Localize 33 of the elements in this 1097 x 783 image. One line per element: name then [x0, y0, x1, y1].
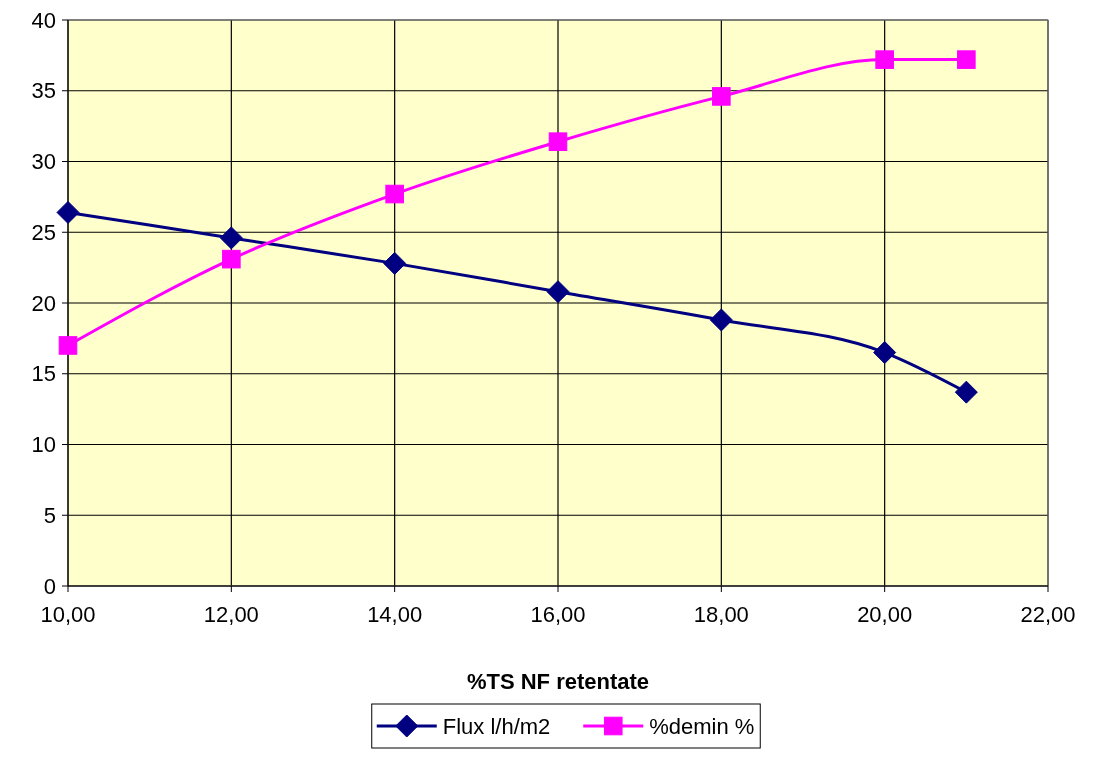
- x-tick-label: 18,00: [693, 602, 749, 627]
- y-tick-label: 30: [31, 149, 56, 175]
- y-tick-label: 25: [31, 219, 56, 245]
- point: [954, 380, 978, 404]
- x-axis-title: %TS NF retentate: [466, 669, 650, 694]
- point: [383, 251, 407, 275]
- point: [875, 50, 894, 69]
- y-tick-label: 20: [31, 290, 56, 316]
- point: [385, 184, 404, 204]
- point: [548, 132, 568, 151]
- x-tick-label: 22,00: [1020, 602, 1076, 627]
- point: [219, 226, 243, 250]
- x-tick-label: 12,00: [203, 602, 259, 627]
- legend-label: %demin %: [649, 713, 755, 739]
- point: [222, 249, 241, 269]
- point: [873, 341, 897, 365]
- x-tick-label: 14,00: [367, 602, 423, 627]
- x-tick-label: 16,00: [530, 602, 586, 627]
- y-tick-label: 40: [31, 7, 56, 33]
- y-tick-label: 10: [31, 432, 56, 458]
- y-tick-label: 0: [43, 573, 56, 599]
- point: [712, 87, 731, 106]
- point: [58, 336, 78, 355]
- point: [546, 280, 570, 304]
- point: [56, 200, 80, 224]
- x-tick-label: 10,00: [40, 602, 96, 627]
- y-tick-label: 15: [31, 361, 56, 387]
- legend-label: Flux l/h/m2: [442, 713, 551, 739]
- point: [957, 50, 976, 69]
- y-tick-label: 35: [31, 78, 56, 104]
- x-tick-label: 20,00: [857, 602, 913, 627]
- point: [709, 308, 733, 332]
- y-tick-label: 5: [43, 502, 56, 528]
